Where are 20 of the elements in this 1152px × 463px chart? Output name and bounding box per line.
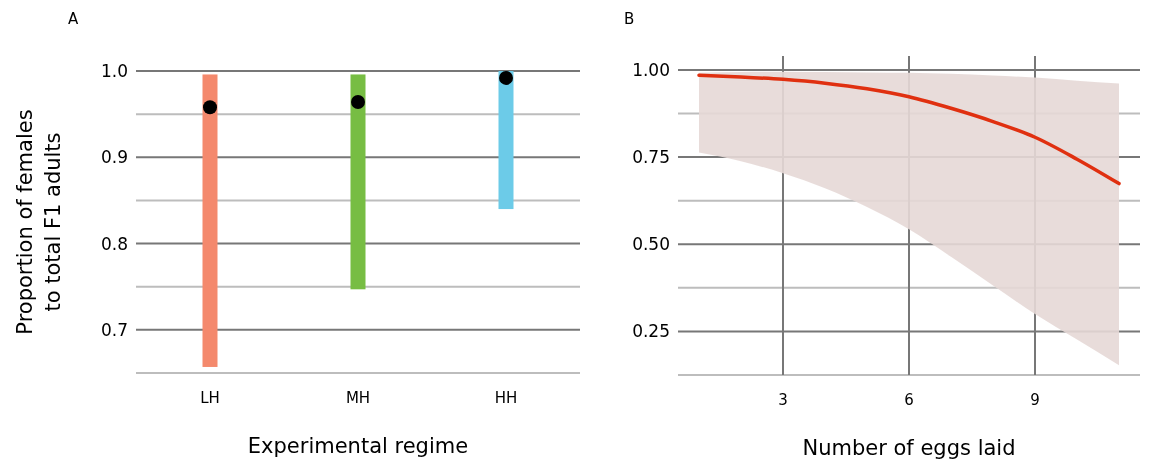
y-tick-label: 1.00 — [632, 59, 670, 80]
x-tick-label: HH — [494, 389, 518, 407]
y-axis-title: Proportion of females to total F1 adults — [13, 109, 65, 335]
y-tick-label: 0.7 — [100, 319, 128, 340]
x-axis-title: Number of eggs laid — [802, 436, 1016, 460]
y-tick-label: 0.25 — [632, 321, 670, 342]
x-tick-label: MH — [345, 389, 371, 407]
x-axis-title: Experimental regime — [247, 434, 469, 458]
chart-title: B — [624, 10, 635, 28]
y-tick-label: 0.75 — [632, 147, 670, 168]
line-series — [697, 73, 1121, 186]
x-tick-label: LH — [200, 389, 220, 407]
x-tick-label: 6 — [904, 391, 914, 409]
y-tick-label: 0.8 — [100, 233, 128, 254]
chart-title: A — [68, 10, 79, 28]
y-tick-label: 1.0 — [100, 60, 128, 81]
x-tick-label: 3 — [778, 391, 788, 409]
x-tick-label: 9 — [1030, 391, 1040, 409]
y-tick-label: 0.50 — [632, 234, 670, 255]
y-tick-label: 0.9 — [100, 147, 128, 168]
